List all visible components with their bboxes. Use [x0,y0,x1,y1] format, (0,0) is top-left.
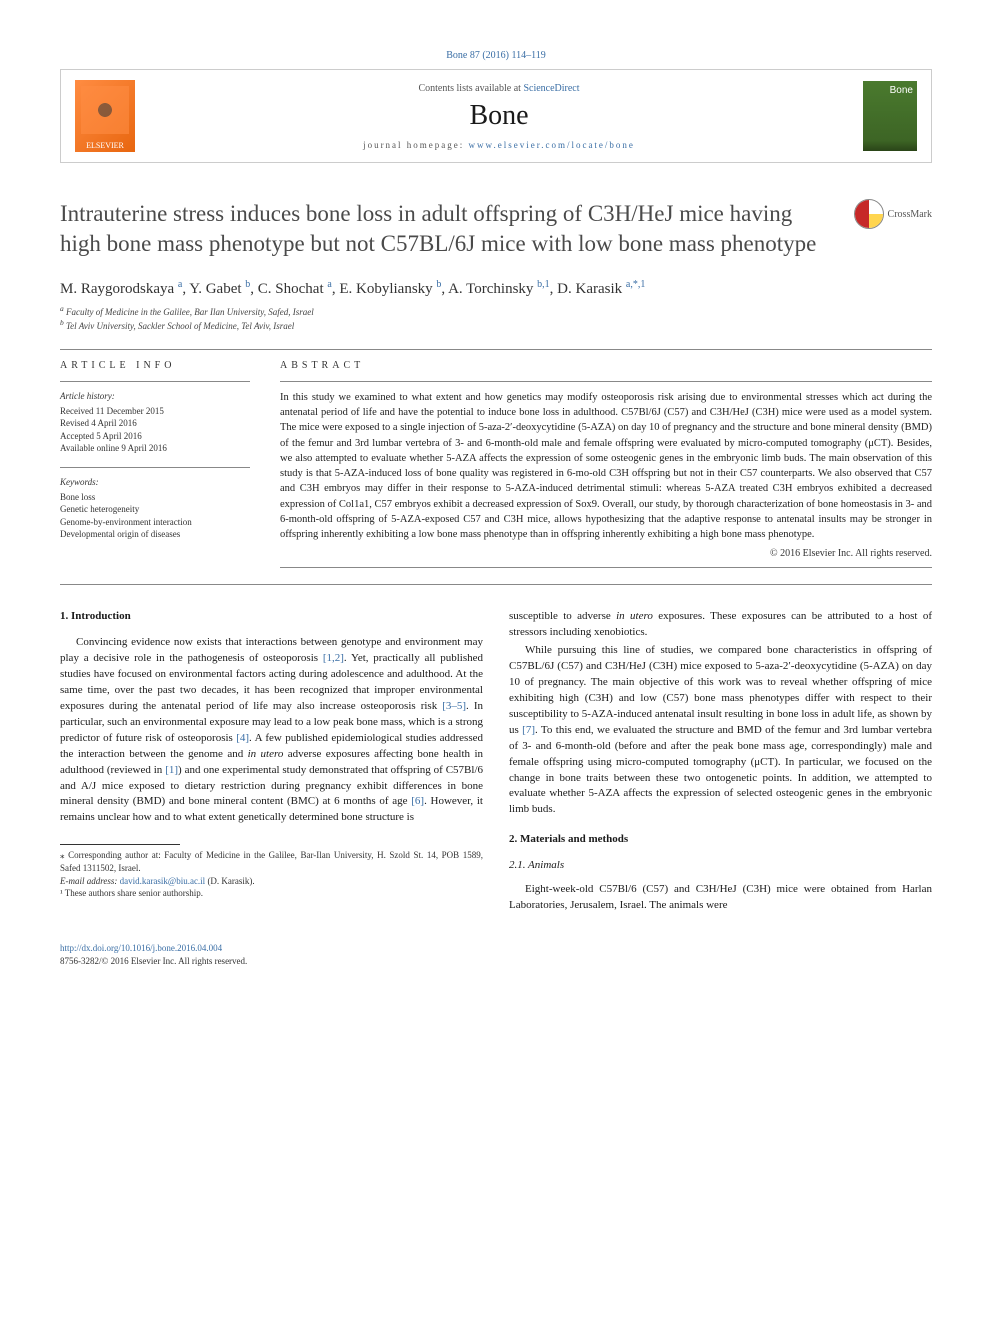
homepage-link[interactable]: www.elsevier.com/locate/bone [469,140,635,150]
issn-copyright: 8756-3282/© 2016 Elsevier Inc. All right… [60,956,247,966]
right-column: susceptible to adverse in utero exposure… [509,609,932,916]
divider [280,381,932,382]
page: Bone 87 (2016) 114–119 ELSEVIER Contents… [0,0,992,1017]
email-line: E-mail address: david.karasik@biu.ac.il … [60,875,483,888]
divider [60,349,932,350]
article-title: Intrauterine stress induces bone loss in… [60,199,854,259]
affiliations: a Faculty of Medicine in the Galilee, Ba… [60,304,932,333]
corresponding-author: ⁎ Corresponding author at: Faculty of Me… [60,849,483,874]
affiliation-b-text: Tel Aviv University, Sackler School of M… [66,321,294,331]
senior-authorship: ¹ These authors share senior authorship. [60,887,483,900]
divider [60,381,250,382]
keyword: Bone loss [60,491,250,504]
title-row: Intrauterine stress induces bone loss in… [60,199,932,259]
contents-line: Contents lists available at ScienceDirec… [135,83,863,94]
article-info-heading: ARTICLE INFO [60,360,250,371]
available-date: Available online 9 April 2016 [60,442,250,455]
keyword: Genetic heterogeneity [60,503,250,516]
page-footer: http://dx.doi.org/10.1016/j.bone.2016.04… [60,942,932,967]
elsevier-logo: ELSEVIER [75,80,135,152]
keyword: Developmental origin of diseases [60,528,250,541]
crossmark-button[interactable]: CrossMark [854,199,932,229]
keywords-block: Keywords: Bone loss Genetic heterogeneit… [60,476,250,541]
affiliation-a-text: Faculty of Medicine in the Galilee, Bar … [66,307,314,317]
divider [60,584,932,585]
article-history: Article history: Received 11 December 20… [60,390,250,455]
received-date: Received 11 December 2015 [60,405,250,418]
sciencedirect-link[interactable]: ScienceDirect [523,83,579,94]
keywords-label: Keywords: [60,476,250,489]
journal-cover-thumbnail [863,81,917,151]
doi-link[interactable]: http://dx.doi.org/10.1016/j.bone.2016.04… [60,943,222,953]
footnote-separator [60,844,180,845]
header-center: Contents lists available at ScienceDirec… [135,83,863,150]
abstract-copyright: © 2016 Elsevier Inc. All rights reserved… [280,548,932,559]
intro-paragraph: Convincing evidence now exists that inte… [60,635,483,826]
email-link[interactable]: david.karasik@biu.ac.il [120,876,206,886]
introduction-heading: 1. Introduction [60,609,483,625]
abstract-heading: ABSTRACT [280,360,932,371]
intro-paragraph-cont: susceptible to adverse in utero exposure… [509,609,932,641]
divider [60,467,250,468]
article-info: ARTICLE INFO Article history: Received 1… [60,360,250,568]
intro-paragraph: While pursuing this line of studies, we … [509,643,932,818]
crossmark-icon [854,199,884,229]
animals-subheading: 2.1. Animals [509,858,932,874]
history-label: Article history: [60,390,250,403]
elsevier-label: ELSEVIER [86,141,124,150]
abstract: ABSTRACT In this study we examined to wh… [280,360,932,568]
journal-homepage: journal homepage: www.elsevier.com/locat… [135,140,863,150]
keyword: Genome-by-environment interaction [60,516,250,529]
left-column: 1. Introduction Convincing evidence now … [60,609,483,916]
email-label: E-mail address: [60,876,120,886]
contents-prefix: Contents lists available at [418,83,523,94]
accepted-date: Accepted 5 April 2016 [60,430,250,443]
meta-abstract-row: ARTICLE INFO Article history: Received 1… [60,360,932,568]
crossmark-label: CrossMark [888,209,932,220]
divider [280,567,932,568]
affiliation-b: b Tel Aviv University, Sackler School of… [60,318,932,333]
revised-date: Revised 4 April 2016 [60,417,250,430]
footnotes: ⁎ Corresponding author at: Faculty of Me… [60,849,483,899]
email-person: (D. Karasik). [205,876,254,886]
journal-header: ELSEVIER Contents lists available at Sci… [60,69,932,163]
affiliation-a: a Faculty of Medicine in the Galilee, Ba… [60,304,932,319]
homepage-prefix: journal homepage: [363,140,468,150]
journal-name: Bone [135,100,863,132]
abstract-text: In this study we examined to what extent… [280,390,932,542]
authors: M. Raygorodskaya a, Y. Gabet b, C. Shoch… [60,279,932,298]
issue-citation: Bone 87 (2016) 114–119 [60,50,932,61]
body-columns: 1. Introduction Convincing evidence now … [60,609,932,916]
materials-methods-heading: 2. Materials and methods [509,832,932,848]
animals-paragraph: Eight-week-old C57Bl/6 (C57) and C3H/HeJ… [509,882,932,914]
